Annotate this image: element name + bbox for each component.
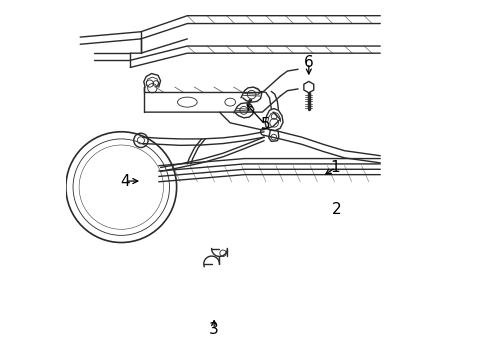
Text: 1: 1 bbox=[330, 160, 340, 175]
Text: 5: 5 bbox=[260, 117, 269, 132]
Text: 2: 2 bbox=[331, 202, 341, 217]
Text: 6: 6 bbox=[304, 55, 313, 70]
Text: 4: 4 bbox=[120, 174, 129, 189]
Text: 3: 3 bbox=[209, 322, 219, 337]
